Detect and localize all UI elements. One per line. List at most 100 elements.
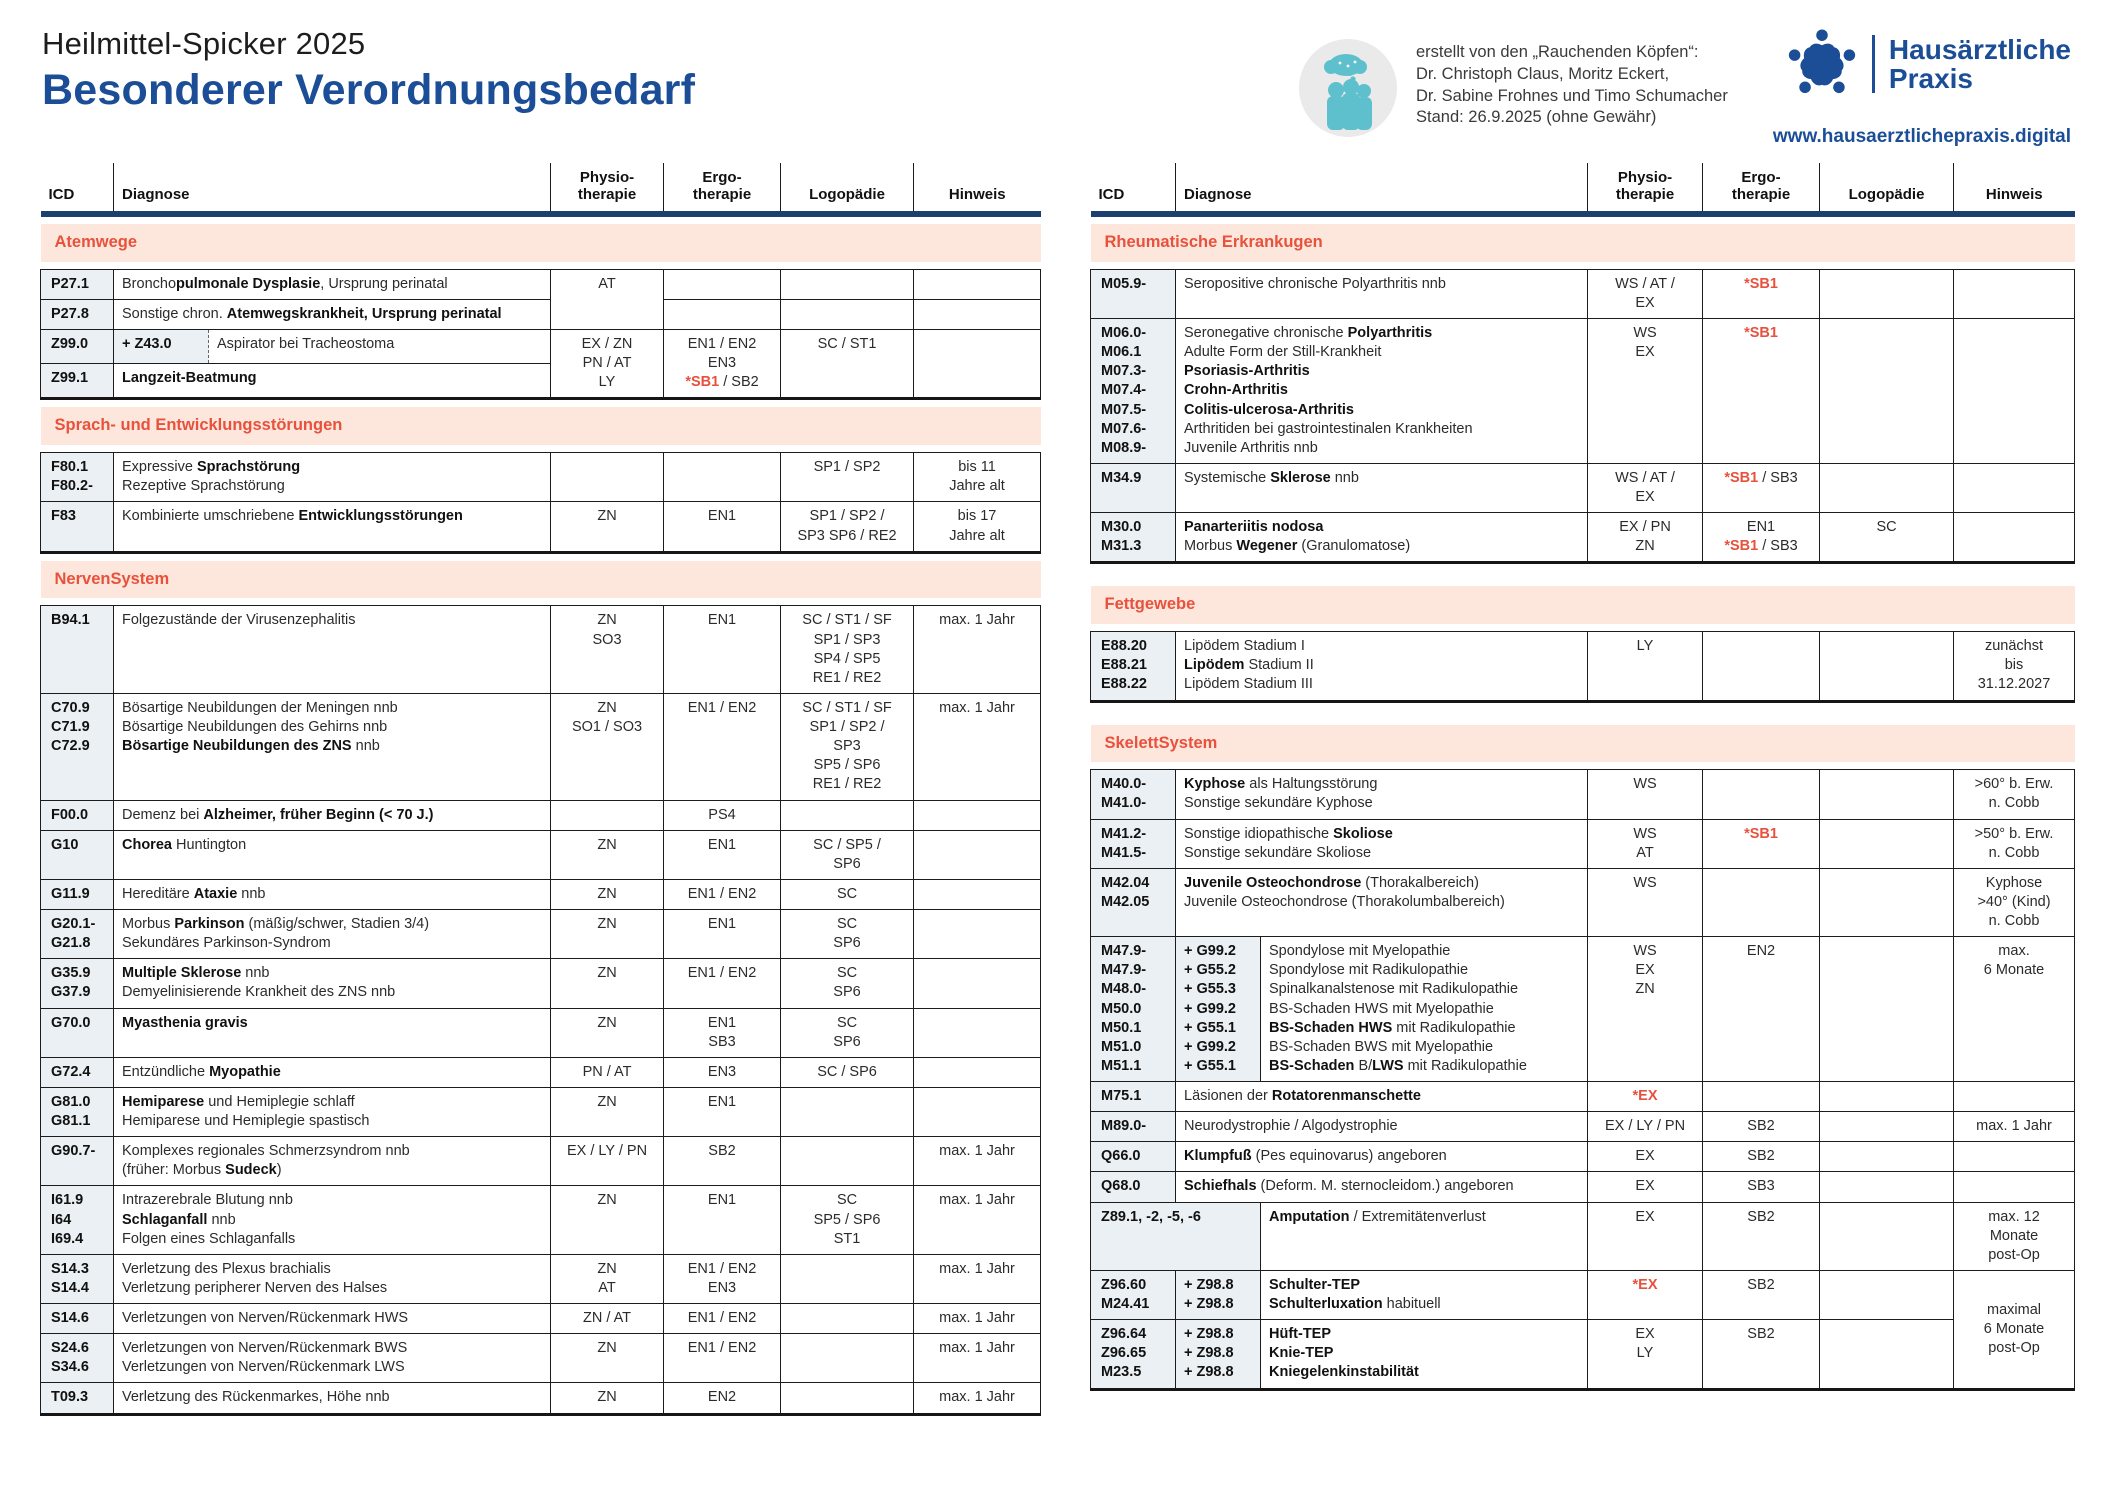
icd-cell: S14.3 S14.4 — [40, 1253, 114, 1305]
physio-cell: ZN SO3 — [550, 605, 665, 694]
hinweis-cell: bis 17 Jahre alt — [913, 501, 1042, 554]
ergo-cell — [1702, 1081, 1821, 1113]
physio-cell: *EX — [1587, 1269, 1704, 1321]
title-block: Heilmittel-Spicker 2025 Besonderer Veror… — [42, 26, 695, 115]
table-row: G72.4 Entzündliche Myopathie PN / AT EN3… — [40, 1056, 1042, 1088]
logopaedie-cell — [1819, 1201, 1955, 1271]
hinweis-cell: max. 6 Monate — [1953, 936, 2076, 1083]
table-row: F83 Kombinierte umschriebene Entwicklung… — [40, 501, 1042, 554]
diagnose-cell: Panarteriitis nodosa Morbus Wegener (Gra… — [1174, 512, 1589, 565]
section-header: Fettgewebe — [1090, 586, 2075, 625]
page-title: Besonderer Verordnungsbedarf — [42, 66, 696, 114]
diagnose-cell: Verletzungen von Nerven/Rückenmark HWS — [112, 1303, 552, 1335]
logopaedie-cell — [1819, 1111, 1955, 1143]
table-row: Z96.60 M24.41 + Z98.8 + Z98.8 Schulter-T… — [1090, 1269, 2076, 1391]
table-row: G35.9 G37.9 Multiple Sklerose nnb Demyel… — [40, 958, 1042, 1009]
hinweis-cell: max. 1 Jahr — [913, 1185, 1042, 1255]
hinweis-cell — [913, 829, 1042, 880]
section-header: Atemwege — [40, 224, 1041, 262]
physio-cell: WS EX ZN — [1587, 936, 1704, 1083]
table-row: Z99.1 Langzeit-Beatmung — [40, 363, 1041, 401]
physio-cell: WS / AT / EX — [1587, 268, 1704, 320]
ergo-cell — [663, 452, 782, 503]
logopaedie-cell — [780, 1382, 915, 1416]
logopaedie-cell: SC / ST1 — [780, 329, 915, 401]
icd-cell: P27.1 — [40, 268, 114, 300]
logopaedie-cell — [1819, 268, 1955, 320]
table-row: E88.20 E88.21 E88.22 Lipödem Stadium I L… — [1090, 631, 2076, 703]
logopaedie-cell — [780, 1303, 915, 1335]
icd-cell: G35.9 G37.9 — [40, 958, 114, 1009]
table-row: M30.0 M31.3 Panarteriitis nodosa Morbus … — [1090, 512, 2076, 565]
physio-cell: EX — [1587, 1201, 1704, 1271]
physio-cell: WS AT — [1587, 818, 1704, 869]
logopaedie-cell: SC SP6 — [780, 958, 915, 1009]
diagnose-cell: Morbus Parkinson (mäßig/schwer, Stadien … — [112, 909, 552, 960]
physio-cell: EX LY — [1587, 1319, 1704, 1391]
physio-cell: EX / LY / PN — [1587, 1111, 1704, 1143]
table-row: S14.6 Verletzungen von Nerven/Rückenmark… — [40, 1303, 1042, 1335]
ergo-cell: *SB1 — [1702, 318, 1821, 464]
diagnose-cell: Aspirator bei Tracheostoma — [207, 329, 552, 365]
diagnose-cell: Läsionen der Rotatorenmanschette — [1174, 1081, 1589, 1113]
logopaedie-cell — [780, 1333, 915, 1384]
hinweis-cell — [913, 958, 1042, 1009]
icd-cell: M89.0- — [1090, 1111, 1176, 1143]
physio-cell: ZN AT — [550, 1253, 665, 1305]
logopaedie-cell — [1819, 769, 1955, 820]
diagnose-cell: Demenz bei Alzheimer, früher Beginn (< 7… — [112, 799, 552, 831]
column-header-logopaedie: Logopädie — [780, 163, 914, 217]
icd-cell: S24.6 S34.6 — [40, 1333, 114, 1384]
ergo-cell: SB2 — [1702, 1111, 1821, 1143]
diagnose-cell: Verletzung des Rückenmarkes, Höhe nnb — [112, 1382, 552, 1416]
hinweis-cell: bis 11 Jahre alt — [913, 452, 1042, 503]
physio-cell: EX — [1587, 1141, 1704, 1173]
ergo-cell — [1702, 867, 1821, 938]
section-header: Sprach- und Entwicklungsstörungen — [40, 407, 1041, 446]
ergo-cell: SB2 — [663, 1136, 782, 1187]
ergo-cell: EN1 / EN2 EN3 *SB1 / SB2 — [663, 329, 782, 401]
physio-cell: LY — [1587, 631, 1704, 703]
hinweis-cell: Kyphose >40° (Kind) n. Cobb — [1953, 867, 2076, 938]
logopaedie-cell: SC / ST1 / SF SP1 / SP3 SP4 / SP5 RE1 / … — [780, 605, 915, 694]
icd-cell: E88.20 E88.21 E88.22 — [1090, 631, 1176, 703]
icd-cell: M42.04 M42.05 — [1090, 867, 1176, 938]
hinweis-cell — [1953, 462, 2076, 514]
diagnose-cell: Entzündliche Myopathie — [112, 1056, 552, 1088]
ergo-cell — [663, 298, 782, 331]
left-table: ICD Diagnose Physio- therapie Ergo- ther… — [40, 163, 1042, 1416]
diagnose-cell: Neurodystrophie / Algodystrophie — [1174, 1111, 1589, 1143]
physio-cell: EX — [1587, 1171, 1704, 1203]
table-row: C70.9 C71.9 C72.9 Bösartige Neubildungen… — [40, 692, 1042, 801]
table-row: Z99.0 + Z43.0 Aspirator bei Tracheostoma… — [40, 329, 1042, 401]
diagnose-cell: Chorea Huntington — [112, 829, 552, 880]
icd-cell: M05.9- — [1090, 268, 1176, 320]
ergo-cell — [1702, 769, 1821, 820]
diagnose-cell: Hüft-TEP Knie-TEP Kniegelenkinstabilität — [1259, 1319, 1589, 1391]
hinweis-cell — [913, 298, 1042, 331]
table-row: Z89.1, -2, -5, -6 Amputation / Extremitä… — [1090, 1201, 2076, 1271]
website-url: www.hausaerztlichepraxis.digital — [1772, 126, 2071, 147]
document-suptitle: Heilmittel-Spicker 2025 — [42, 26, 366, 61]
logopaedie-cell: SP1 / SP2 — [780, 452, 915, 503]
diagnose-cell: Bronchopulmonale Dysplasie, Ursprung per… — [112, 268, 552, 300]
ergo-cell: EN1 *SB1 / SB3 — [1702, 512, 1821, 565]
praxis-logo-icon — [1788, 29, 1856, 94]
physio-cell: EX / LY / PN — [550, 1136, 665, 1187]
physio-cell: WS — [1587, 769, 1704, 820]
column-header-icd: ICD — [40, 163, 114, 217]
hinweis-cell: >50° b. Erw. n. Cobb — [1953, 818, 2076, 869]
ergo-cell: SB2 — [1702, 1141, 1821, 1173]
column-header-ergo: Ergo- therapie — [663, 163, 781, 217]
hinweis-cell: max. 12 Monate post-Op — [1953, 1201, 2076, 1271]
diagnose-cell: Verletzung des Plexus brachialis Verletz… — [112, 1253, 552, 1305]
icd-cell: B94.1 — [40, 605, 114, 694]
rauchende-koepfe-icon — [1299, 39, 1397, 137]
logopaedie-cell — [1819, 1269, 1955, 1321]
logopaedie-cell — [780, 1086, 915, 1138]
physio-cell: ZN — [550, 501, 665, 554]
section-header: Rheumatische Erkrankugen — [1090, 224, 2075, 262]
hinweis-cell: maximal 6 Monate post-Op — [1953, 1269, 2076, 1391]
column-header-diagnose: Diagnose — [112, 163, 551, 217]
logopaedie-cell — [1819, 631, 1955, 703]
